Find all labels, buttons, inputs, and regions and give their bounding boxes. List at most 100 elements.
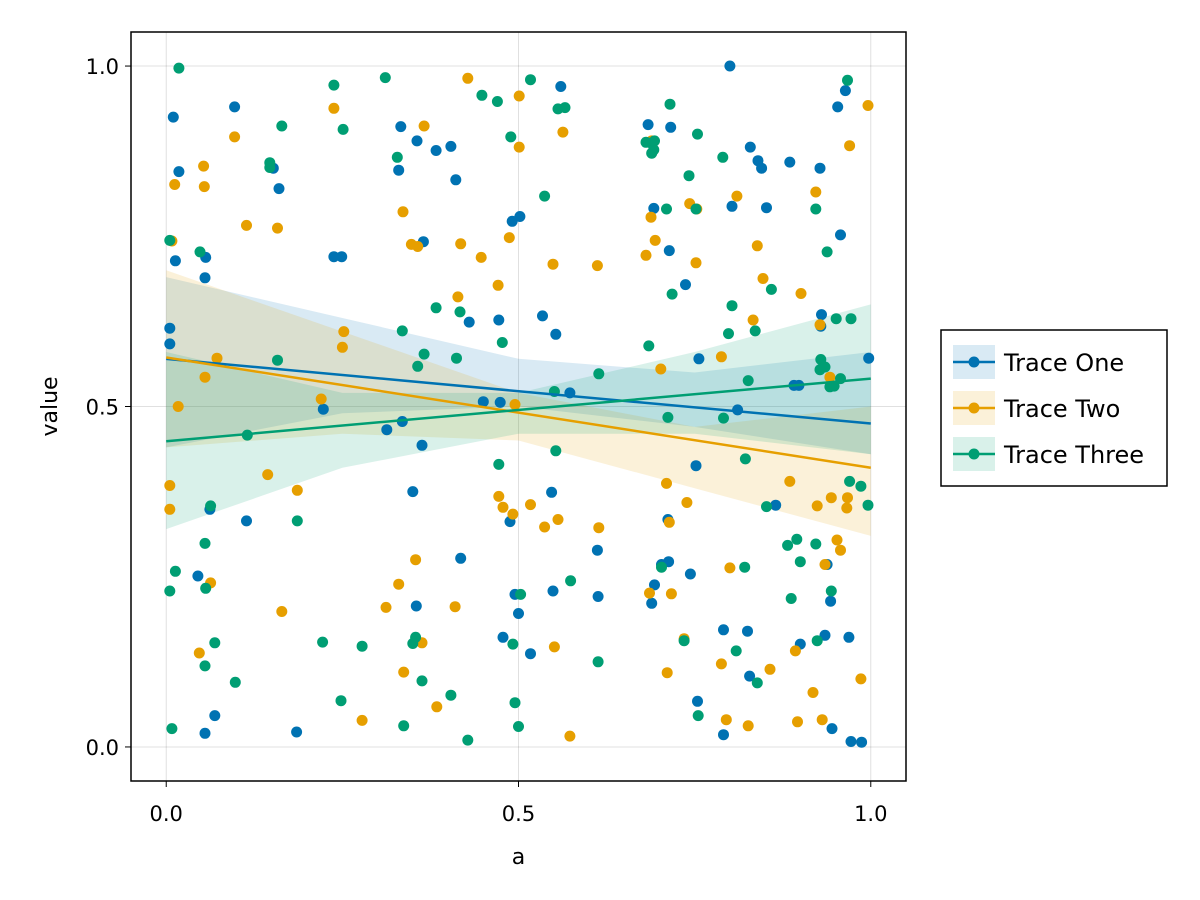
trace-one-point: [770, 499, 782, 511]
trace-three-point: [661, 203, 672, 215]
trace-two-point: [720, 714, 732, 726]
trace-one-point: [241, 515, 252, 527]
trace-three-point: [200, 582, 212, 594]
trace-three-point: [169, 565, 181, 577]
trace-one-point: [514, 211, 526, 222]
trace-two-point: [751, 240, 763, 252]
x-tick-label: 0.5: [502, 802, 535, 826]
trace-three-point: [337, 123, 349, 135]
trace-one-point: [393, 164, 405, 176]
trace-one-point: [493, 314, 505, 326]
trace-two-point: [455, 238, 467, 250]
trace-three-point: [507, 638, 519, 650]
trace-three-point: [565, 575, 577, 587]
trace-three-point: [821, 246, 833, 258]
trace-three-point: [825, 585, 837, 597]
trace-one-point: [835, 229, 846, 241]
trace-one-point: [684, 568, 696, 580]
trace-three-point: [513, 721, 524, 732]
trace-one-point: [826, 723, 838, 735]
trace-one-point: [742, 625, 753, 637]
trace-one-point: [816, 309, 827, 321]
trace-two-point: [593, 522, 605, 534]
y-tick-label: 0.0: [86, 736, 119, 760]
trace-one-band: [166, 277, 871, 455]
trace-three-point: [844, 475, 856, 487]
trace-two-point: [164, 503, 176, 515]
y-tick-label: 0.5: [86, 396, 119, 420]
trace-three-point: [166, 723, 178, 735]
trace-three-point: [496, 337, 508, 348]
trace-three-point: [664, 98, 676, 110]
trace-two-point: [356, 714, 368, 726]
trace-two-point: [757, 273, 769, 284]
trace-two-point: [665, 588, 677, 600]
trace-three-point: [199, 537, 211, 549]
trace-two-point: [509, 399, 521, 410]
trace-two-point: [272, 222, 283, 234]
trace-two-point: [412, 241, 424, 252]
trace-one-point: [317, 403, 329, 415]
legend-label-trace-one: Trace One: [1003, 349, 1124, 377]
trace-three-point: [855, 480, 867, 492]
trace-one-point: [839, 85, 851, 97]
trace-three-point: [717, 151, 729, 163]
trace-two-point: [862, 100, 874, 111]
trace-one-point: [455, 552, 467, 564]
x-tick-label: 1.0: [854, 802, 887, 826]
trace-three-point: [418, 348, 430, 360]
trace-two-point: [811, 500, 823, 512]
trace-two-point: [398, 666, 410, 678]
trace-two-point: [742, 720, 754, 732]
trace-one-point: [395, 121, 407, 133]
trace-two-point: [816, 714, 828, 726]
trace-three-point: [749, 325, 761, 337]
trace-three-point: [493, 458, 505, 470]
trace-three-point: [845, 313, 857, 325]
trace-two-point: [193, 647, 205, 659]
trace-one-point: [430, 145, 442, 156]
trace-three-point: [782, 539, 794, 551]
trace-two-point: [513, 90, 525, 102]
trace-two-point: [824, 371, 836, 383]
trace-three-point: [272, 354, 283, 366]
trace-one-point: [744, 141, 756, 153]
trace-three-point: [648, 144, 660, 156]
trace-two-point: [644, 587, 655, 599]
trace-three-point: [199, 660, 211, 672]
trace-two-point: [844, 140, 856, 152]
trace-one-point: [229, 101, 241, 113]
trace-three-point: [509, 697, 521, 709]
trace-three-point: [173, 62, 185, 74]
legend-swatch-marker: [968, 356, 980, 368]
trace-two-point: [199, 371, 211, 383]
trace-one-point: [445, 140, 457, 152]
trace-one-point: [291, 726, 303, 738]
trace-three-point: [194, 246, 206, 258]
trace-two-point: [681, 497, 693, 508]
legend-swatch-marker: [968, 448, 980, 460]
trace-three-point: [751, 677, 763, 689]
trace-three-point: [593, 368, 605, 380]
trace-three-point: [656, 561, 667, 573]
trace-three-point: [276, 120, 288, 132]
trace-two-point: [564, 730, 576, 742]
trace-two-point: [449, 601, 461, 613]
trace-two-point: [825, 492, 837, 504]
trace-three-point: [164, 234, 176, 246]
trace-three-point: [515, 588, 527, 600]
trace-one-point: [663, 245, 675, 257]
x-axis-label: a: [512, 845, 525, 870]
trace-two-point: [715, 351, 727, 363]
trace-two-point: [418, 120, 430, 132]
trace-two-point: [795, 288, 807, 299]
trace-one-point: [856, 736, 868, 748]
trace-three-point: [430, 302, 442, 314]
trace-two-point: [169, 179, 181, 190]
trace-two-point: [831, 534, 843, 546]
trace-two-point: [241, 219, 252, 231]
trace-two-point: [724, 562, 736, 574]
legend-label-trace-three: Trace Three: [1003, 441, 1144, 469]
trace-two-point: [715, 658, 727, 670]
trace-three-point: [666, 288, 678, 300]
